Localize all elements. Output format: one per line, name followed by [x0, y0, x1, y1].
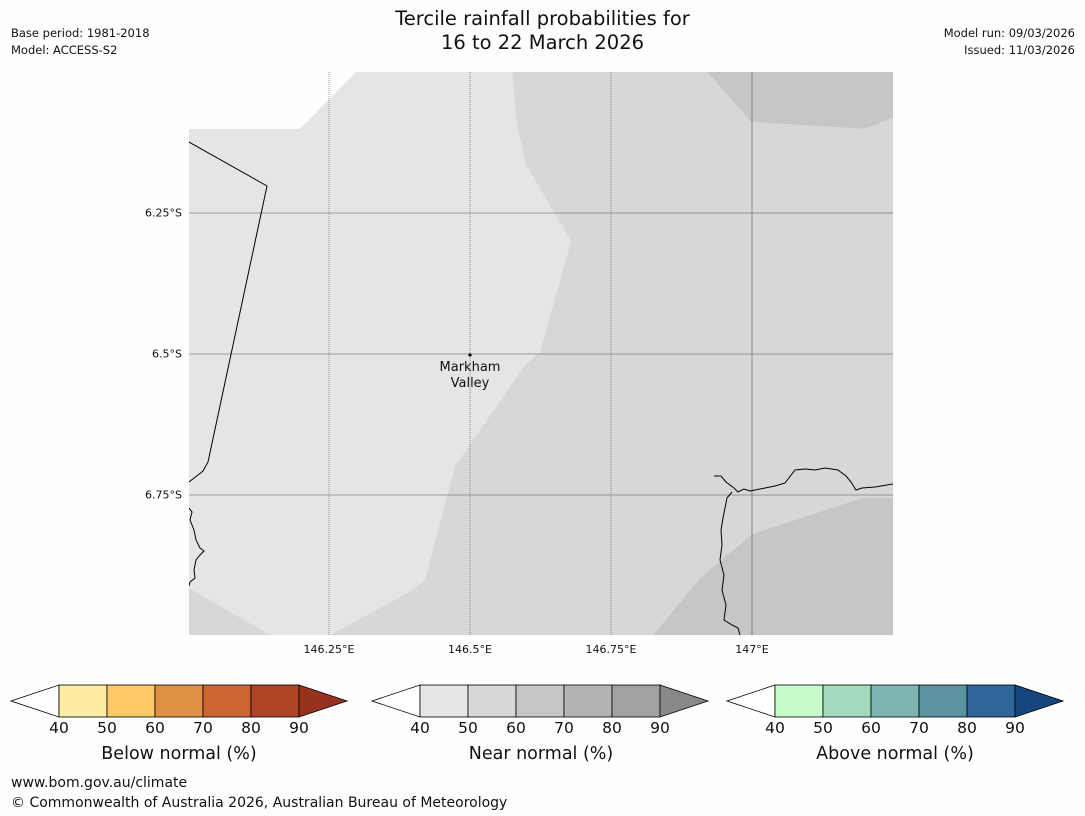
- coastline-gulf: [714, 467, 893, 493]
- colorbar-extend-high: [659, 684, 710, 718]
- colorbar-tick: 50: [97, 719, 117, 737]
- map-title: Tercile rainfall probabilities for 16 to…: [0, 7, 1085, 55]
- colorbar-tick: 50: [458, 719, 478, 737]
- colorbar-segment: [515, 684, 565, 718]
- colorbar-tick: 60: [506, 719, 526, 737]
- title-line-1: Tercile rainfall probabilities for: [395, 7, 690, 30]
- boundaries: [189, 141, 893, 635]
- near-normal-60-70-region: [707, 72, 893, 129]
- copyright-text: © Commonwealth of Australia 2026, Austra…: [11, 795, 508, 811]
- colorbar-tick: 40: [49, 719, 69, 737]
- colorbar-tick: 90: [650, 719, 670, 737]
- colorbar-extend-low: [10, 684, 60, 718]
- base-period-text: Base period: 1981-2018: [11, 26, 150, 40]
- colorbar-extend-high: [1014, 684, 1065, 718]
- model-run-text: Model run: 09/03/2026: [943, 26, 1075, 40]
- colorbar-tick: 90: [289, 719, 309, 737]
- website-text: www.bom.gov.au/climate: [11, 775, 188, 791]
- lon-tick-label: 146.25°E: [303, 643, 355, 656]
- near-normal-50-60-region: [189, 588, 270, 635]
- lat-tick-label: 6.5°S: [152, 347, 182, 361]
- location-marker: [468, 353, 472, 357]
- colorbar-extend-low: [371, 684, 421, 718]
- colorbar-segment: [58, 684, 108, 718]
- colorbar-segment: [611, 684, 661, 718]
- colorbar-tick: 80: [602, 719, 622, 737]
- colorbar-tick: 50: [813, 719, 833, 737]
- model-text: Model: ACCESS-S2: [11, 43, 118, 57]
- colorbar-segment: [202, 684, 252, 718]
- colorbar-tick: 70: [193, 719, 213, 737]
- colorbar-segment: [154, 684, 204, 718]
- colorbar-tick: 80: [241, 719, 261, 737]
- issued-text: Issued: 11/03/2026: [964, 43, 1075, 57]
- colorbar-segment: [467, 684, 517, 718]
- header-right: Model run: 09/03/2026 Issued: 11/03/2026: [944, 25, 1075, 59]
- colorbar-tick: 60: [861, 719, 881, 737]
- header-left: Base period: 1981-2018 Model: ACCESS-S2: [11, 25, 150, 59]
- colorbar-segment: [822, 684, 872, 718]
- colorbar-tick: 40: [765, 719, 785, 737]
- colorbar-near-normal: [371, 684, 710, 718]
- colorbar-extend-high: [298, 684, 349, 718]
- lon-tick-label: 147°E: [735, 643, 769, 656]
- lon-tick-label: 146.75°E: [585, 643, 637, 656]
- gridlines: [189, 72, 893, 635]
- lat-tick-label: 6.75°S: [145, 488, 182, 502]
- near-normal-60-70-region: [653, 498, 893, 635]
- colorbar-above-normal: [726, 684, 1065, 718]
- colorbar-segment: [106, 684, 156, 718]
- colorbar-segment: [419, 684, 469, 718]
- colorbar-above-normal-label: Above normal (%): [816, 744, 974, 764]
- colorbar-segment: [918, 684, 968, 718]
- lat-tick-label: 6.25°S: [145, 206, 182, 220]
- province-boundary: [189, 141, 268, 483]
- place-label: Markham Valley: [440, 360, 501, 392]
- place-name-line-1: Markham: [439, 360, 501, 375]
- colorbar-extend-low: [726, 684, 776, 718]
- colorbar-segment: [870, 684, 920, 718]
- lon-tick-label: 146.5°E: [448, 643, 492, 656]
- coastline-west: [189, 507, 205, 587]
- colorbar-tick: 90: [1005, 719, 1025, 737]
- colorbar-segment: [563, 684, 613, 718]
- colorbar-tick: 40: [410, 719, 430, 737]
- colorbar-tick: 70: [909, 719, 929, 737]
- colorbar-segment: [966, 684, 1016, 718]
- title-line-2: 16 to 22 March 2026: [440, 31, 645, 54]
- river: [719, 491, 741, 635]
- colorbar-segment: [774, 684, 824, 718]
- colorbar-segment: [250, 684, 300, 718]
- colorbar-below-normal: [10, 684, 349, 718]
- colorbar-below-normal-label: Below normal (%): [101, 744, 257, 764]
- colorbar-tick: 70: [554, 719, 574, 737]
- colorbar-near-normal-label: Near normal (%): [468, 744, 614, 764]
- place-name-line-2: Valley: [450, 376, 490, 391]
- colorbar-tick: 60: [145, 719, 165, 737]
- colorbar-tick: 80: [957, 719, 977, 737]
- map-area: [189, 72, 893, 635]
